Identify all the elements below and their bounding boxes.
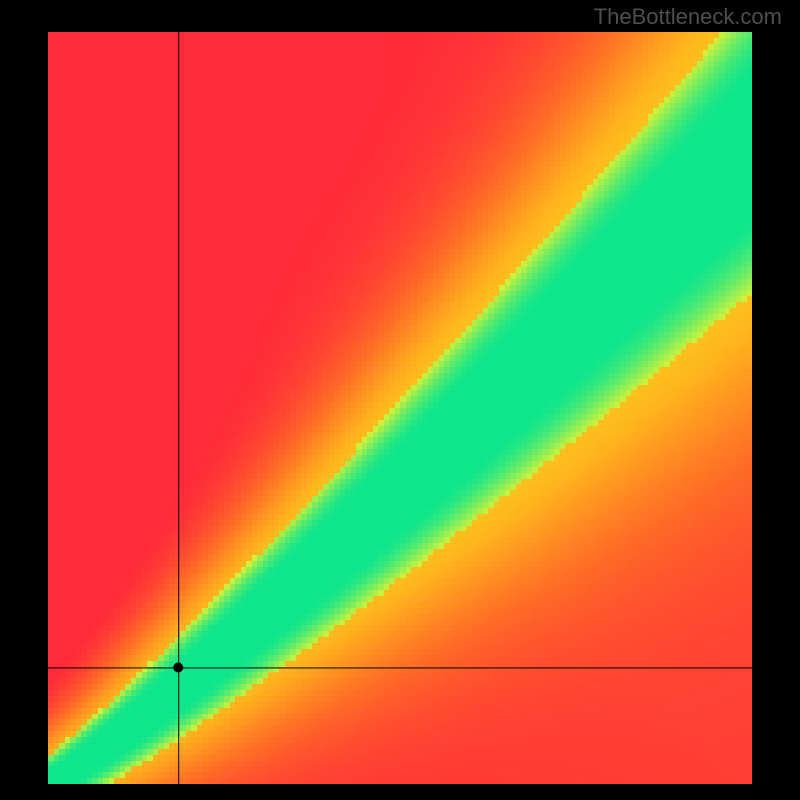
- heatmap-canvas: [48, 32, 752, 784]
- chart-container: TheBottleneck.com: [0, 0, 800, 800]
- watermark-text: TheBottleneck.com: [594, 4, 782, 30]
